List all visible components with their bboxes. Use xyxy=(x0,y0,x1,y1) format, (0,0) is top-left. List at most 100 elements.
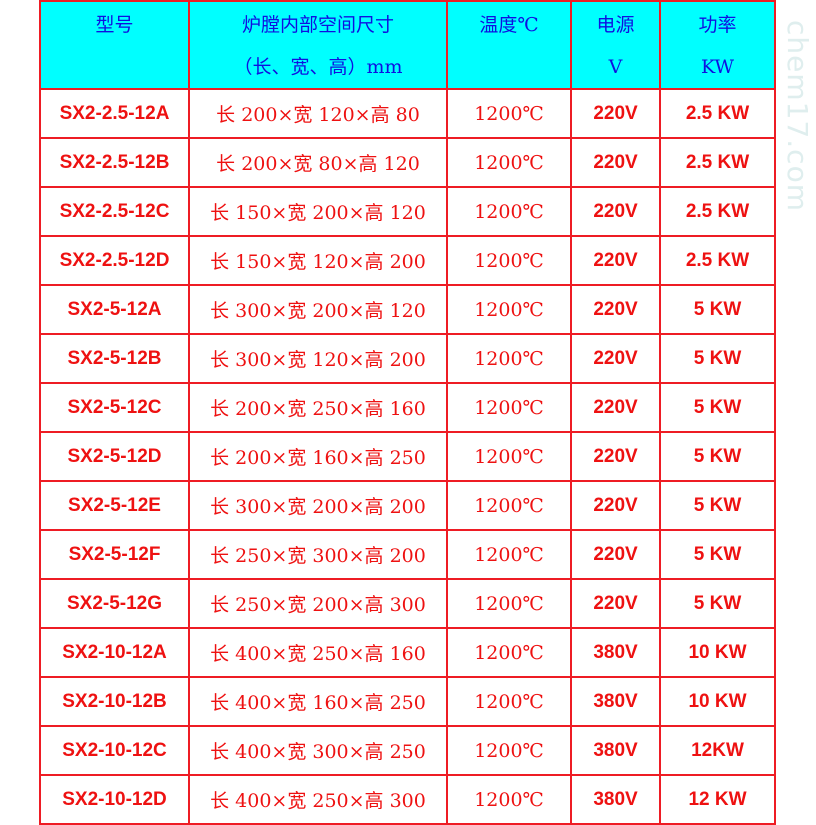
table-row: SX2-10-12D 长 400×宽 250×高 300 1200℃ 380V 12 K… xyxy=(39,774,776,825)
table-row: SX2-5-12F 长 250×宽 300×高 200 1200℃ 220V 5 KW xyxy=(39,529,776,580)
table-row: SX2-5-12E 长 300×宽 200×高 200 1200℃ 220V 5 KW xyxy=(39,480,776,531)
power-cell: 5 KW xyxy=(659,431,776,482)
power-cell: 5 KW xyxy=(659,578,776,629)
header-temperature-line1: 温度℃ xyxy=(479,14,539,36)
size-cell: 长 250×宽 200×高 300 xyxy=(188,578,448,629)
header-power-supply: 电源 V xyxy=(570,0,661,90)
size-cell: 长 200×宽 250×高 160 xyxy=(188,382,448,433)
header-power-line2: KW xyxy=(700,56,735,78)
power-cell: 5 KW xyxy=(659,480,776,531)
temperature-cell: 1200℃ xyxy=(446,627,572,678)
header-temperature-line2 xyxy=(448,46,570,88)
temperature-cell: 1200℃ xyxy=(446,382,572,433)
table-row: SX2-2.5-12A 长 200×宽 120×高 80 1200℃ 220V 2.5 … xyxy=(39,88,776,139)
furnace-spec-table: 型号 炉膛内部空间尺寸 （长、宽、高）mm 温度℃ 电源 V 功率 KW SX2-2.5-12… xyxy=(39,0,776,825)
model-cell: SX2-2.5-12C xyxy=(39,186,190,237)
size-cell: 长 400×宽 300×高 250 xyxy=(188,725,448,776)
header-power-supply-line1: 电源 xyxy=(596,14,635,36)
voltage-cell: 220V xyxy=(570,186,661,237)
table-row: SX2-2.5-12D 长 150×宽 120×高 200 1200℃ 220V 2.5… xyxy=(39,235,776,286)
temperature-cell: 1200℃ xyxy=(446,284,572,335)
temperature-cell: 1200℃ xyxy=(446,480,572,531)
size-cell: 长 150×宽 120×高 200 xyxy=(188,235,448,286)
power-cell: 5 KW xyxy=(659,284,776,335)
model-cell: SX2-5-12B xyxy=(39,333,190,384)
temperature-cell: 1200℃ xyxy=(446,137,572,188)
power-cell: 2.5 KW xyxy=(659,186,776,237)
power-cell: 10 KW xyxy=(659,627,776,678)
size-cell: 长 200×宽 160×高 250 xyxy=(188,431,448,482)
model-cell: SX2-10-12C xyxy=(39,725,190,776)
model-cell: SX2-5-12A xyxy=(39,284,190,335)
power-cell: 5 KW xyxy=(659,529,776,580)
header-model-line1: 型号 xyxy=(95,14,134,36)
model-cell: SX2-5-12E xyxy=(39,480,190,531)
watermark: chem17.com xyxy=(781,20,814,212)
voltage-cell: 220V xyxy=(570,578,661,629)
size-cell: 长 400×宽 160×高 250 xyxy=(188,676,448,727)
temperature-cell: 1200℃ xyxy=(446,676,572,727)
table-row: SX2-5-12D 长 200×宽 160×高 250 1200℃ 220V 5 KW xyxy=(39,431,776,482)
power-cell: 5 KW xyxy=(659,333,776,384)
table-row: SX2-10-12B 长 400×宽 160×高 250 1200℃ 380V 10 K… xyxy=(39,676,776,727)
table-row: SX2-5-12B 长 300×宽 120×高 200 1200℃ 220V 5 KW xyxy=(39,333,776,384)
model-cell: SX2-5-12D xyxy=(39,431,190,482)
table-row: SX2-5-12C 长 200×宽 250×高 160 1200℃ 220V 5 KW xyxy=(39,382,776,433)
voltage-cell: 220V xyxy=(570,333,661,384)
voltage-cell: 220V xyxy=(570,284,661,335)
voltage-cell: 220V xyxy=(570,431,661,482)
temperature-cell: 1200℃ xyxy=(446,725,572,776)
size-cell: 长 250×宽 300×高 200 xyxy=(188,529,448,580)
size-cell: 长 300×宽 120×高 200 xyxy=(188,333,448,384)
temperature-cell: 1200℃ xyxy=(446,431,572,482)
model-cell: SX2-5-12G xyxy=(39,578,190,629)
table-row: SX2-5-12G 长 250×宽 200×高 300 1200℃ 220V 5 KW xyxy=(39,578,776,629)
temperature-cell: 1200℃ xyxy=(446,186,572,237)
voltage-cell: 220V xyxy=(570,480,661,531)
header-power: 功率 KW xyxy=(659,0,776,90)
voltage-cell: 380V xyxy=(570,676,661,727)
voltage-cell: 380V xyxy=(570,725,661,776)
size-cell: 长 200×宽 80×高 120 xyxy=(188,137,448,188)
voltage-cell: 380V xyxy=(570,627,661,678)
temperature-cell: 1200℃ xyxy=(446,88,572,139)
voltage-cell: 220V xyxy=(570,529,661,580)
power-cell: 5 KW xyxy=(659,382,776,433)
model-cell: SX2-2.5-12D xyxy=(39,235,190,286)
model-cell: SX2-2.5-12B xyxy=(39,137,190,188)
power-cell: 12KW xyxy=(659,725,776,776)
power-cell: 2.5 KW xyxy=(659,88,776,139)
voltage-cell: 220V xyxy=(570,88,661,139)
header-model: 型号 xyxy=(39,0,190,90)
voltage-cell: 220V xyxy=(570,382,661,433)
header-chamber-size: 炉膛内部空间尺寸 （长、宽、高）mm xyxy=(188,0,448,90)
power-cell: 2.5 KW xyxy=(659,235,776,286)
header-power-supply-line2: V xyxy=(608,56,623,78)
model-cell: SX2-10-12A xyxy=(39,627,190,678)
size-cell: 长 400×宽 250×高 300 xyxy=(188,774,448,825)
size-cell: 长 200×宽 120×高 80 xyxy=(188,88,448,139)
model-cell: SX2-10-12B xyxy=(39,676,190,727)
table-row: SX2-2.5-12B 长 200×宽 80×高 120 1200℃ 220V 2.5 … xyxy=(39,137,776,188)
temperature-cell: 1200℃ xyxy=(446,774,572,825)
header-chamber-size-line2: （长、宽、高）mm xyxy=(233,56,403,78)
header-model-line2 xyxy=(41,46,188,88)
size-cell: 长 300×宽 200×高 200 xyxy=(188,480,448,531)
voltage-cell: 220V xyxy=(570,235,661,286)
model-cell: SX2-5-12C xyxy=(39,382,190,433)
size-cell: 长 150×宽 200×高 120 xyxy=(188,186,448,237)
table-row: SX2-10-12C 长 400×宽 300×高 250 1200℃ 380V 12KW xyxy=(39,725,776,776)
header-temperature: 温度℃ xyxy=(446,0,572,90)
table-row: SX2-2.5-12C 长 150×宽 200×高 120 1200℃ 220V 2.5… xyxy=(39,186,776,237)
temperature-cell: 1200℃ xyxy=(446,578,572,629)
model-cell: SX2-10-12D xyxy=(39,774,190,825)
temperature-cell: 1200℃ xyxy=(446,333,572,384)
temperature-cell: 1200℃ xyxy=(446,529,572,580)
header-power-line1: 功率 xyxy=(698,14,737,36)
voltage-cell: 380V xyxy=(570,774,661,825)
table-row: SX2-5-12A 长 300×宽 200×高 120 1200℃ 220V 5 KW xyxy=(39,284,776,335)
table-row: SX2-10-12A 长 400×宽 250×高 160 1200℃ 380V 10 K… xyxy=(39,627,776,678)
size-cell: 长 400×宽 250×高 160 xyxy=(188,627,448,678)
power-cell: 12 KW xyxy=(659,774,776,825)
power-cell: 10 KW xyxy=(659,676,776,727)
